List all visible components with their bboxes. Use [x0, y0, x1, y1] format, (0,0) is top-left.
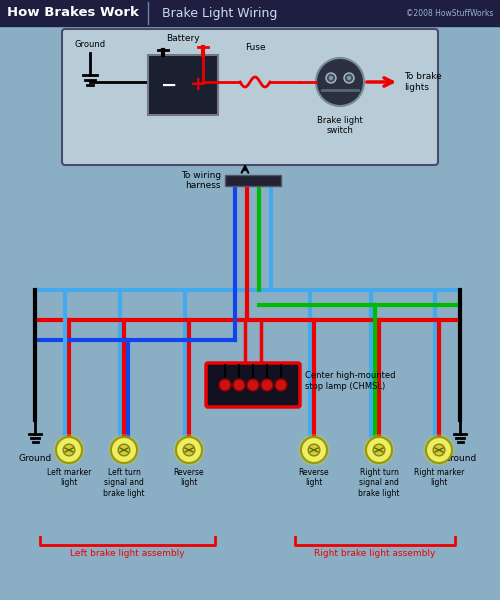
FancyBboxPatch shape — [206, 363, 300, 407]
Text: Left marker
light: Left marker light — [47, 468, 91, 487]
Text: Ground: Ground — [18, 454, 52, 463]
Circle shape — [275, 379, 287, 391]
Circle shape — [108, 434, 140, 466]
Circle shape — [111, 437, 137, 463]
Circle shape — [183, 444, 195, 456]
Circle shape — [247, 379, 259, 391]
Text: Right turn
signal and
brake light: Right turn signal and brake light — [358, 468, 400, 498]
Circle shape — [326, 73, 336, 83]
Circle shape — [373, 444, 385, 456]
Circle shape — [344, 73, 354, 83]
Circle shape — [219, 379, 231, 391]
Circle shape — [298, 434, 330, 466]
Circle shape — [329, 76, 333, 80]
Text: ©2008 HowStuffWorks: ©2008 HowStuffWorks — [406, 8, 493, 17]
Circle shape — [176, 437, 202, 463]
Circle shape — [118, 444, 130, 456]
Bar — [0, 0, 500, 26]
Text: Reverse
light: Reverse light — [174, 468, 204, 487]
Circle shape — [426, 437, 452, 463]
Circle shape — [308, 444, 320, 456]
Text: To wiring
harness: To wiring harness — [181, 171, 221, 190]
Text: Right marker
light: Right marker light — [414, 468, 464, 487]
Text: Brake light
switch: Brake light switch — [317, 116, 363, 136]
Circle shape — [363, 434, 395, 466]
Text: How Brakes Work: How Brakes Work — [7, 7, 139, 19]
Text: Battery: Battery — [166, 34, 200, 43]
Circle shape — [233, 379, 245, 391]
Text: Fuse: Fuse — [244, 43, 266, 52]
Circle shape — [366, 437, 392, 463]
Circle shape — [63, 444, 75, 456]
FancyBboxPatch shape — [62, 29, 438, 165]
Text: Left turn
signal and
brake light: Left turn signal and brake light — [104, 468, 145, 498]
Circle shape — [53, 434, 85, 466]
FancyArrowPatch shape — [242, 166, 248, 173]
Text: Right brake light assembly: Right brake light assembly — [314, 549, 436, 558]
Text: −: − — [161, 76, 177, 94]
Circle shape — [261, 379, 273, 391]
FancyArrowPatch shape — [367, 78, 392, 86]
Circle shape — [301, 437, 327, 463]
Text: Center high-mounted
stop lamp (CHMSL): Center high-mounted stop lamp (CHMSL) — [305, 371, 396, 391]
Circle shape — [56, 437, 82, 463]
Text: Reverse
light: Reverse light — [298, 468, 330, 487]
Circle shape — [423, 434, 455, 466]
Bar — [225, 175, 281, 186]
Text: Left brake light assembly: Left brake light assembly — [70, 549, 185, 558]
Bar — [148, 55, 218, 115]
Circle shape — [316, 58, 364, 106]
Text: Ground: Ground — [444, 454, 476, 463]
Circle shape — [433, 444, 445, 456]
Text: Ground: Ground — [74, 40, 106, 49]
Circle shape — [347, 76, 351, 80]
Text: Brake Light Wiring: Brake Light Wiring — [154, 7, 278, 19]
Circle shape — [173, 434, 205, 466]
Text: To brake
lights: To brake lights — [404, 72, 442, 92]
Text: +: + — [190, 76, 206, 94]
